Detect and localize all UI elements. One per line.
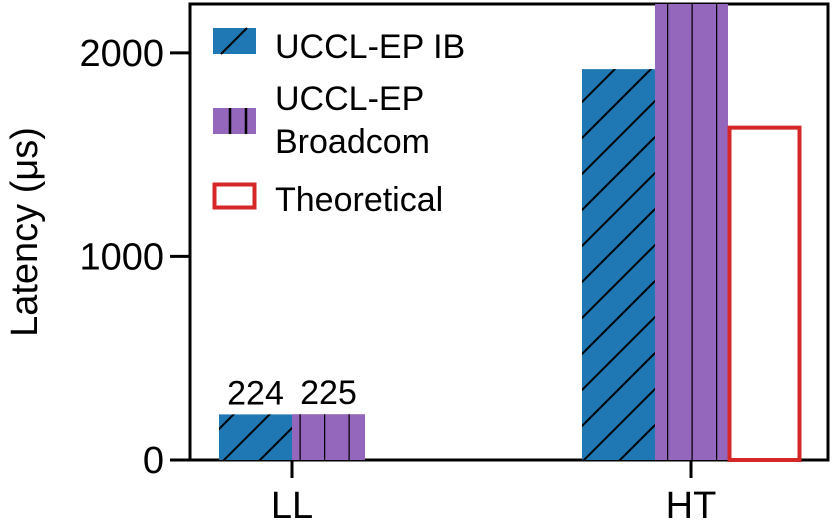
legend-label: Broadcom: [275, 123, 430, 161]
data-labels-group: 224 225: [227, 374, 357, 412]
data-label: 224: [227, 374, 284, 412]
y-axis: 0 1000 2000: [79, 33, 190, 482]
plot-area: [188, 2, 830, 462]
legend-swatch: [213, 108, 256, 134]
legend-label: UCCL-EP: [275, 80, 424, 118]
bar-diagonal-ll: [219, 414, 292, 460]
y-tick-label: 1000: [79, 236, 164, 278]
legend-hatch: [220, 27, 248, 55]
legend: UCCL-EP IB UCCL-EP Broadcom Theoretical: [212, 27, 465, 219]
legend-item: UCCL-EP Broadcom: [213, 80, 430, 161]
x-axis: LL HT: [271, 460, 716, 525]
data-label: 225: [300, 374, 357, 412]
bar-vertical-ht: [655, 4, 728, 460]
bar-hatch: [292, 414, 365, 460]
bars-group: [219, 4, 802, 463]
plot-frame: [188, 2, 830, 462]
x-tick-label: LL: [271, 485, 313, 525]
bar-vertical-ll: [292, 414, 365, 460]
bar-hatch: [219, 414, 292, 460]
y-tick-label: 0: [143, 440, 164, 482]
bar-hatch: [582, 69, 655, 461]
legend-swatch: [212, 182, 257, 210]
legend-label: UCCL-EP IB: [275, 28, 465, 66]
bar-theoretical-ht: [727, 125, 802, 463]
bar-outline: [727, 125, 802, 463]
bar-diagonal-ht: [582, 69, 655, 461]
legend-item: UCCL-EP IB: [213, 27, 465, 66]
y-tick-label: 2000: [79, 33, 164, 75]
x-tick-label: HT: [666, 485, 717, 525]
legend-label: Theoretical: [275, 181, 443, 219]
y-axis-label: Latency (μs): [4, 127, 46, 337]
bar-hatch: [655, 4, 728, 460]
legend-item: Theoretical: [212, 181, 443, 219]
